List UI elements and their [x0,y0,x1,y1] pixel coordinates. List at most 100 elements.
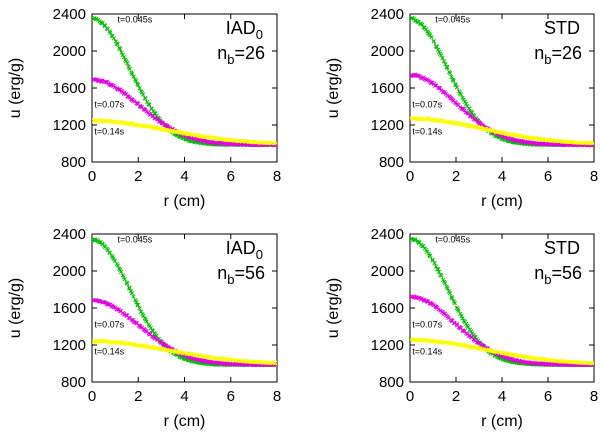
particle-point [137,306,142,311]
particle-point [458,311,463,317]
time-label: t=0.07s [412,320,442,330]
x-tick-label: 4 [180,168,188,185]
x-tick-label: 8 [590,168,598,185]
time-label: t=0.045s [435,235,470,245]
particle-point [447,291,453,296]
time-label: t=0.07s [412,100,442,110]
time-label: t=0.14s [94,126,124,136]
x-axis-label: r (cm) [481,413,523,430]
particle-point [460,316,465,321]
particle-point [442,281,448,286]
particle-point [233,361,239,367]
scheme-label: STD [544,238,580,258]
x-axis-label: r (cm) [164,413,206,430]
x-tick-label: 6 [544,168,552,185]
y-tick-label: 1200 [53,337,86,354]
scheme-label: IAD0 [226,238,263,262]
y-tick-label: 1600 [53,80,86,97]
particle-point [439,53,444,58]
data-layer [92,15,277,148]
particle-point [416,117,421,122]
time-label: t=0.14s [412,346,442,356]
particle-point [118,269,124,275]
particle-point [449,74,454,79]
neighbour-count-label: nb=26 [217,43,265,67]
particle-point [150,328,155,333]
particle-point [112,258,117,263]
x-tick-label: 4 [180,388,188,405]
y-tick-label: 2000 [371,43,404,60]
particle-point [464,321,469,326]
particle-point [150,345,156,350]
particle-point [127,66,132,72]
particle-point [429,35,434,40]
particle-point [433,264,439,269]
x-axis-label: r (cm) [481,193,523,210]
particle-point [453,82,458,88]
scheme-label: STD [544,18,580,38]
particle-point [590,361,594,366]
particle-point [131,74,136,79]
particle-point [120,52,125,58]
particle-point [125,61,130,66]
particle-point [445,286,450,291]
particle-point [449,296,455,301]
particle-point [108,30,113,35]
particle-point [435,267,441,272]
y-tick-label: 1600 [53,300,86,317]
particle-point [459,313,464,319]
particle-point [467,106,472,111]
x-tick-label: 6 [227,388,235,405]
particle-point [436,269,442,275]
time-label: t=0.045s [117,235,152,245]
y-tick-label: 2400 [53,6,86,23]
x-tick-label: 8 [590,388,598,405]
time-label: t=0.14s [412,126,442,136]
particle-point [133,78,139,84]
time-label: t=0.14s [94,346,124,356]
particle-point [231,138,237,143]
particle-point [147,102,152,108]
x-tick-label: 0 [406,388,414,405]
particle-point [131,294,136,299]
particle-point [462,99,468,104]
particle-point [273,360,277,366]
particle-point [155,125,160,131]
particle-point [154,333,159,338]
y-tick-label: 2000 [53,43,86,60]
particle-point [229,357,234,362]
particle-point [413,116,419,121]
particle-point [195,133,200,138]
x-tick-label: 8 [273,388,281,405]
x-tick-label: 8 [273,168,281,185]
particle-point [152,336,158,341]
particle-point [115,42,120,47]
particle-point [144,319,149,324]
particle-point [107,250,113,255]
x-axis-label: r (cm) [164,193,206,210]
particle-point [210,135,216,141]
particle-point [442,118,447,124]
particle-point [445,65,450,70]
time-label: t=0.07s [94,320,124,330]
x-tick-label: 6 [227,168,235,185]
time-label: t=0.045s [435,15,470,25]
particle-point [135,82,141,88]
particle-point [508,356,513,362]
particle-point [458,92,464,97]
particle-point [437,85,443,91]
x-tick-label: 2 [134,168,142,185]
y-tick-label: 2400 [371,6,404,23]
particle-point [425,116,431,121]
particle-point [162,343,168,348]
panel-top-right: 0 2 4 6 8 800 1200 1600 2000 2400 r (cm) u (erg/g) S… [325,6,598,210]
particle-point [469,110,475,115]
particle-point [137,86,142,91]
y-tick-label: 2000 [53,263,86,280]
particle-point [143,96,148,101]
particle-point [591,140,594,146]
particle-point [119,50,124,55]
particle-point [141,313,146,318]
x-tick-label: 0 [88,388,96,405]
particle-point [187,352,192,357]
